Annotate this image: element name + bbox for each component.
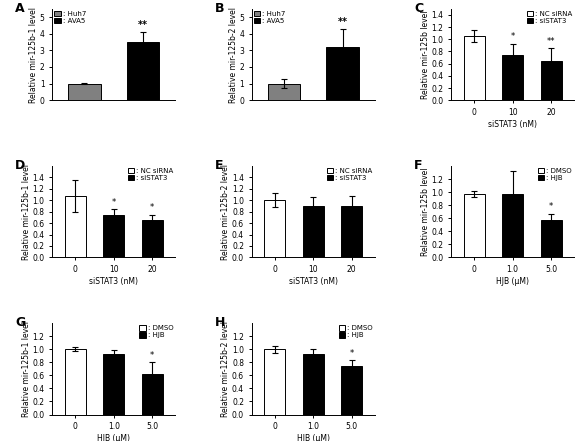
Y-axis label: Relative mir-125b-2 level: Relative mir-125b-2 level: [229, 7, 238, 102]
Text: *: *: [150, 203, 154, 212]
Legend: : NC siRNA, : siSTAT3: : NC siRNA, : siSTAT3: [327, 168, 374, 182]
Y-axis label: Relative mir-125b-1 level: Relative mir-125b-1 level: [30, 7, 38, 102]
Text: D: D: [15, 159, 26, 172]
Bar: [68, 84, 100, 100]
Bar: [541, 220, 561, 258]
Text: **: **: [138, 20, 148, 30]
Text: B: B: [215, 1, 224, 15]
Bar: [268, 84, 300, 100]
Text: E: E: [215, 159, 223, 172]
X-axis label: HJB (μM): HJB (μM): [97, 434, 130, 441]
Y-axis label: Relative mir-125b level: Relative mir-125b level: [421, 168, 430, 256]
Bar: [502, 55, 523, 100]
Text: **: **: [338, 17, 347, 27]
X-axis label: siSTAT3 (nM): siSTAT3 (nM): [488, 120, 537, 129]
Text: G: G: [15, 316, 26, 329]
Legend: : NC siRNA, : siSTAT3: : NC siRNA, : siSTAT3: [127, 168, 174, 182]
Bar: [103, 355, 124, 415]
Y-axis label: Relative mir-125b-1 level: Relative mir-125b-1 level: [22, 164, 31, 260]
Y-axis label: Relative mir-125b-2 level: Relative mir-125b-2 level: [222, 164, 230, 260]
X-axis label: HJB (μM): HJB (μM): [496, 277, 529, 286]
Text: *: *: [549, 202, 553, 211]
Legend: : DMSO, : HJB: : DMSO, : HJB: [338, 325, 374, 339]
Bar: [127, 42, 159, 100]
Legend: : Huh7, : AVA5: : Huh7, : AVA5: [53, 10, 86, 25]
X-axis label: HJB (μM): HJB (μM): [297, 434, 329, 441]
Y-axis label: Relative mir-125b-2 level: Relative mir-125b-2 level: [222, 321, 230, 417]
Legend: : DMSO, : HJB: : DMSO, : HJB: [538, 168, 573, 182]
Bar: [303, 354, 324, 415]
Text: A: A: [15, 1, 25, 15]
X-axis label: siSTAT3 (nM): siSTAT3 (nM): [89, 277, 138, 286]
Bar: [303, 206, 324, 258]
Text: *: *: [111, 198, 116, 206]
Bar: [264, 349, 285, 415]
Bar: [142, 374, 163, 415]
Bar: [341, 366, 362, 415]
Bar: [103, 214, 124, 258]
Bar: [463, 36, 485, 100]
Text: F: F: [414, 159, 423, 172]
Text: H: H: [215, 316, 225, 329]
Bar: [264, 200, 285, 258]
Text: C: C: [414, 1, 423, 15]
Bar: [327, 47, 358, 100]
Bar: [65, 196, 86, 258]
Text: *: *: [510, 32, 515, 41]
Text: *: *: [350, 349, 354, 358]
Bar: [502, 194, 523, 258]
Bar: [341, 206, 362, 258]
Bar: [142, 220, 163, 258]
X-axis label: siSTAT3 (nM): siSTAT3 (nM): [289, 277, 338, 286]
Bar: [65, 349, 86, 415]
Text: **: **: [547, 37, 556, 46]
Y-axis label: Relative mir-125b-1 level: Relative mir-125b-1 level: [22, 321, 31, 417]
Text: *: *: [150, 351, 154, 360]
Bar: [463, 194, 485, 258]
Legend: : Huh7, : AVA5: : Huh7, : AVA5: [253, 10, 286, 25]
Y-axis label: Relative mir-125b level: Relative mir-125b level: [421, 10, 430, 99]
Bar: [541, 60, 561, 100]
Legend: : NC siRNA, : siSTAT3: : NC siRNA, : siSTAT3: [526, 10, 573, 25]
Legend: : DMSO, : HJB: : DMSO, : HJB: [139, 325, 174, 339]
